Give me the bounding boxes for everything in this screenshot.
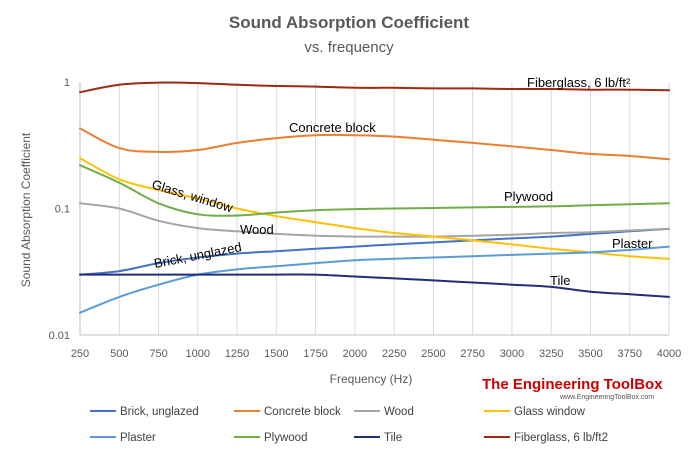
legend-label-wood: Wood [384,406,414,418]
x-tick-label: 250 [71,348,89,360]
branding-url: www.EngineeringToolBox.com [559,394,654,401]
annotation-concrete-block: Concrete block [289,120,376,135]
legend-label-glass-window: Glass window [514,406,586,418]
x-tick-label: 1750 [303,348,327,360]
y-tick-label: 1 [64,77,70,89]
series-line-concrete-block [79,127,670,161]
series-line-glass-window [79,157,670,260]
branding-name: The Engineering ToolBox [482,376,663,393]
legend-label-brick-unglazed: Brick, unglazed [120,406,199,418]
x-tick-label: 2000 [343,348,367,360]
y-tick-label: 0.01 [49,330,70,342]
annotation-plaster: Plaster [612,236,653,251]
y-axis-title: Sound Absorption Coefficient [19,132,33,287]
series-lines [79,81,670,314]
branding-logo: The Engineering ToolBox www.EngineeringT… [482,376,663,401]
legend-label-tile: Tile [384,432,402,444]
x-tick-label: 2500 [421,348,445,360]
series-line-fiberglass-6-lb-ft2 [79,81,670,94]
legend-label-plaster: Plaster [120,432,156,444]
legend-label-plywood: Plywood [264,432,307,444]
x-tick-label: 3000 [500,348,524,360]
x-tick-label: 2750 [460,348,484,360]
x-tick-label: 500 [110,348,128,360]
series-line-plaster [79,245,670,314]
annotation-tile: Tile [550,273,570,288]
annotation-wood: Wood [240,222,274,237]
chart-subtitle: vs. frequency [304,39,394,56]
annotation-plywood: Plywood [504,189,553,204]
annotation-glass-window: Glass, window [150,177,235,216]
x-tick-label: 750 [149,348,167,360]
x-tick-label: 3250 [539,348,563,360]
series-line-plywood [79,164,670,217]
x-tick-label: 2250 [382,348,406,360]
legend-label-fiberglass-6-lb-ft2: Fiberglass, 6 lb/ft2 [514,432,608,444]
legend: Brick, unglazed Concrete block Wood Glass w… [90,406,608,444]
chart-title: Sound Absorption Coefficient [229,13,470,32]
legend-label-concrete-block: Concrete block [264,406,341,418]
series-line-wood [79,202,670,238]
x-tick-label: 1250 [225,348,249,360]
x-tick-label: 3750 [617,348,641,360]
y-tick-label: 0.1 [55,204,70,216]
axes: 250 500 750 1000 1250 1500 1750 2000 2250 2500 275… [49,77,682,360]
x-tick-label: 4000 [657,348,681,360]
x-tick-label: 1500 [264,348,288,360]
series-line-tile [79,273,670,298]
x-tick-label: 1000 [186,348,210,360]
x-tick-label: 3500 [578,348,602,360]
x-axis-title: Frequency (Hz) [330,372,413,386]
annotation-fiberglass-6-lb-ft2: Fiberglass, 6 lb/ft² [527,75,631,90]
series-line-brick-unglazed [79,227,670,276]
